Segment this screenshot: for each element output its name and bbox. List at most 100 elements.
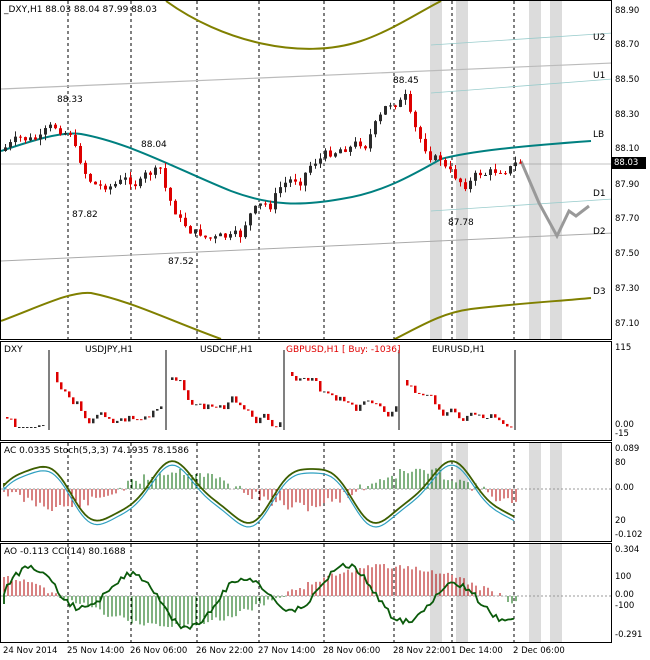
candle	[214, 236, 217, 239]
cci-tick: -100	[615, 601, 635, 611]
candle	[454, 169, 457, 179]
time-label: 26 Nov 06:00	[130, 646, 188, 656]
mini-candle	[331, 393, 334, 396]
stochastic-canvas[interactable]	[1, 443, 612, 542]
candle	[234, 230, 237, 235]
mini-candle	[247, 409, 250, 411]
symbol-label-usdjpy: USDJPY,H1	[85, 345, 133, 355]
mini-candle	[100, 412, 103, 415]
symbols-tick: -15	[615, 429, 629, 439]
candle	[374, 121, 377, 135]
stoch-tick: 20	[615, 516, 626, 526]
candle	[434, 155, 437, 161]
candle	[254, 205, 257, 214]
main-chart-pane[interactable]: _DXY,H1 88.03 88.04 87.99 88.03 88.33 88…	[0, 0, 612, 340]
candle	[104, 185, 107, 190]
candle	[129, 177, 132, 185]
mini-candle	[438, 404, 441, 410]
price-chart-canvas[interactable]	[1, 1, 612, 340]
mini-candle	[422, 393, 425, 396]
time-label: 28 Nov 22:00	[393, 646, 451, 656]
cci-canvas[interactable]	[1, 544, 612, 643]
channel-line	[430, 198, 611, 212]
candle	[279, 187, 282, 194]
mini-candle	[239, 402, 242, 406]
candle	[164, 168, 167, 188]
candle	[24, 137, 27, 141]
mini-candle	[498, 417, 501, 421]
mini-candle	[104, 412, 107, 418]
candle	[519, 162, 522, 164]
candle	[389, 105, 392, 107]
channel-line	[1, 232, 611, 262]
mini-candle	[379, 403, 382, 407]
price-tick: 87.70	[615, 214, 640, 224]
mini-candle	[494, 414, 497, 418]
symbols-tick: 0.00	[615, 420, 634, 430]
forecast-path	[519, 160, 590, 240]
session-shade	[456, 443, 468, 541]
mini-candle	[383, 406, 386, 412]
mini-candle	[88, 418, 91, 424]
candle	[174, 200, 177, 215]
cci-tick: 100	[615, 572, 632, 582]
candle	[59, 128, 62, 135]
candle	[194, 229, 197, 234]
candle	[494, 169, 497, 173]
mini-candle	[152, 410, 155, 418]
session-shade	[550, 544, 562, 642]
candle	[99, 184, 102, 186]
candle	[224, 233, 227, 238]
cci-pane[interactable]: AO -0.113 CCI(14) 80.1688	[0, 543, 612, 643]
mini-candle	[311, 378, 314, 381]
stochastic-pane[interactable]: AC 0.0335 Stoch(5,3,3) 74.1935 78.1586	[0, 442, 612, 542]
mini-candle	[195, 404, 198, 406]
candle	[274, 193, 277, 210]
candle	[414, 111, 417, 128]
price-tick: 88.90	[615, 6, 640, 16]
session-shade	[550, 443, 562, 541]
stoch-tick: 0.089	[615, 444, 640, 454]
mini-candle	[375, 403, 378, 405]
mini-candle	[486, 418, 489, 420]
symbols-pane[interactable]: DXY USDJPY,H1 USDCHF,H1 GBPUSD,H1 [ Buy:…	[0, 341, 612, 441]
candle	[424, 138, 427, 152]
session-shade	[529, 443, 541, 541]
mini-candle	[418, 392, 421, 394]
mini-candle	[510, 426, 513, 428]
mini-candle	[227, 402, 230, 410]
symbols-canvas[interactable]	[1, 342, 612, 441]
candle	[269, 203, 272, 210]
mini-candle	[112, 418, 115, 424]
mini-candle	[160, 406, 163, 409]
candle	[284, 182, 287, 188]
candle	[354, 141, 357, 147]
session-shade	[430, 1, 442, 339]
candle	[169, 187, 172, 201]
price-tick: 88.50	[615, 75, 640, 85]
gbpusd-buy-note: [ Buy: -1036]	[342, 345, 401, 355]
candle	[94, 181, 97, 185]
candle	[139, 178, 142, 187]
candle	[9, 142, 12, 148]
mini-candle	[327, 391, 330, 394]
mini-candle	[255, 416, 258, 424]
lower-band	[1, 291, 222, 339]
mini-candle	[120, 418, 123, 421]
candle	[429, 151, 432, 161]
channel-line	[1, 62, 611, 90]
mini-candle	[68, 391, 71, 398]
mini-candle	[231, 396, 234, 403]
candle	[409, 93, 412, 112]
candle	[419, 127, 422, 139]
candle	[64, 133, 67, 135]
candle	[379, 114, 382, 122]
mini-candle	[42, 425, 45, 427]
stochastic-axis: 0.089 80 0.00 20 -0.102	[612, 442, 650, 542]
candle	[259, 203, 262, 206]
candle	[114, 183, 117, 187]
candle	[14, 136, 17, 143]
mini-candle	[38, 425, 41, 427]
candle	[204, 235, 207, 238]
mini-candle	[203, 403, 206, 410]
